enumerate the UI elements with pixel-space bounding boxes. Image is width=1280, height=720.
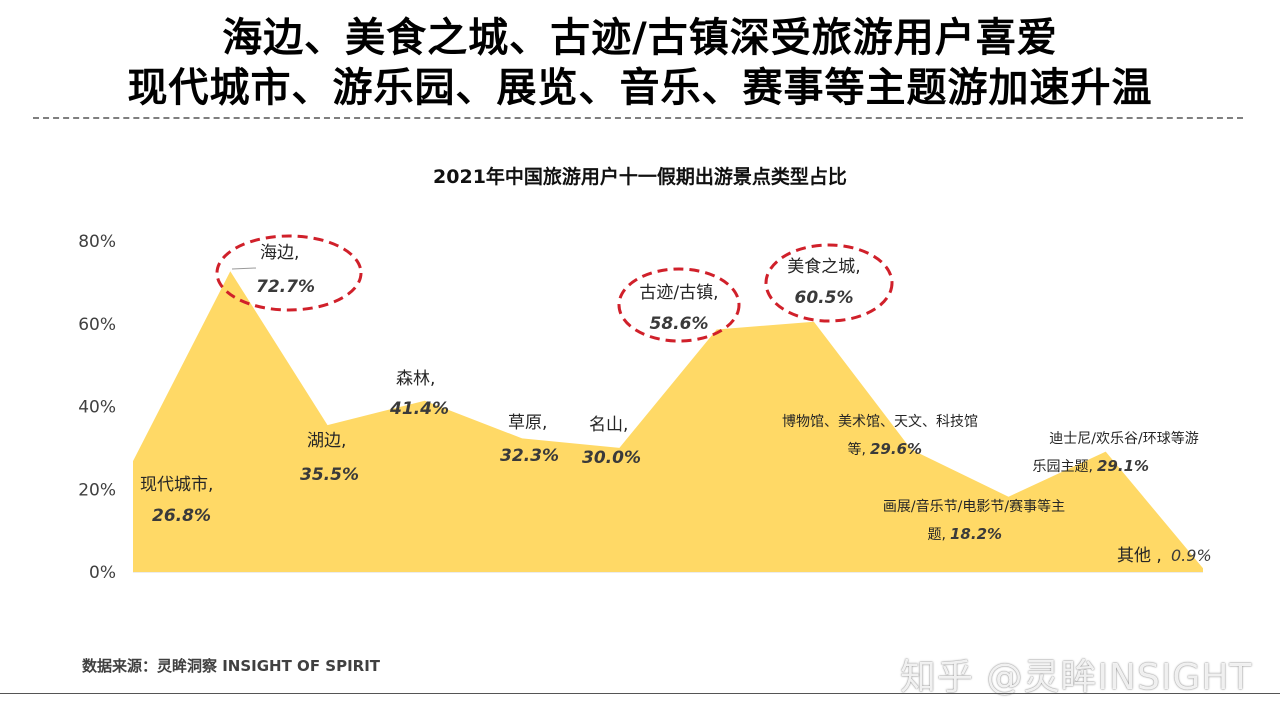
data-label-value: 72.7%	[256, 277, 315, 297]
watermark: 知乎 @灵眸INSIGHT	[900, 657, 1253, 698]
chart-title: 2021年中国旅游用户十一假期出游景点类型占比	[433, 166, 847, 188]
data-label-name: 湖边,	[307, 431, 346, 451]
data-label-name: 森林,	[396, 369, 435, 389]
headline-line-2: 现代城市、游乐园、展览、音乐、赛事等主题游加速升温	[127, 65, 1153, 111]
y-tick-label: 0%	[89, 563, 116, 583]
data-label-name: 海边,	[260, 243, 299, 263]
data-label-name: 其他 ,	[1117, 546, 1162, 566]
highlight-ring	[215, 234, 363, 312]
title-divider	[33, 117, 1243, 119]
data-label-value: 0.9%	[1171, 546, 1212, 565]
data-label-name: 名山,	[589, 415, 628, 435]
y-tick-label: 60%	[78, 315, 116, 335]
data-label-name: 博物馆、美术馆、天文、科技馆	[782, 413, 978, 430]
data-label-value: 32.3%	[500, 446, 559, 466]
data-label-value: 30.0%	[582, 448, 641, 468]
data-label-name-cont: 等,	[848, 441, 866, 458]
data-label-value: 58.6%	[650, 314, 709, 334]
data-label-name: 画展/音乐节/电影节/赛事等主	[883, 498, 1065, 515]
data-source: 数据来源：灵眸洞察 INSIGHT OF SPIRIT	[82, 657, 381, 675]
data-label-name: 美食之城,	[787, 257, 860, 277]
data-label-value: 29.1%	[1097, 457, 1149, 475]
y-tick-label: 80%	[78, 232, 116, 252]
data-label-value: 29.6%	[870, 440, 922, 458]
y-tick-label: 40%	[78, 398, 116, 418]
headline-line-1: 海边、美食之城、古迹/古镇深受旅游用户喜爱	[222, 15, 1058, 61]
data-label-value: 18.2%	[950, 525, 1002, 543]
data-label-name: 古迹/古镇,	[639, 283, 718, 303]
data-label-value: 41.4%	[389, 399, 449, 419]
data-label-name: 现代城市,	[140, 475, 213, 495]
data-label-name-cont: 题,	[928, 527, 946, 543]
highlight-ring	[617, 267, 741, 343]
footer-line	[0, 693, 1280, 694]
data-label-value: 26.8%	[152, 506, 211, 526]
leader-line	[231, 267, 257, 270]
area-series	[133, 271, 1203, 572]
highlight-ring	[764, 243, 894, 323]
y-tick-label: 20%	[78, 480, 116, 500]
data-label-name-cont: 乐园主题,	[1033, 459, 1093, 475]
data-label-name: 迪士尼/欢乐谷/环球等游	[1049, 430, 1198, 447]
data-label-name: 草原,	[508, 413, 547, 433]
data-label-value: 35.5%	[300, 465, 359, 485]
data-label-value: 60.5%	[795, 288, 854, 308]
